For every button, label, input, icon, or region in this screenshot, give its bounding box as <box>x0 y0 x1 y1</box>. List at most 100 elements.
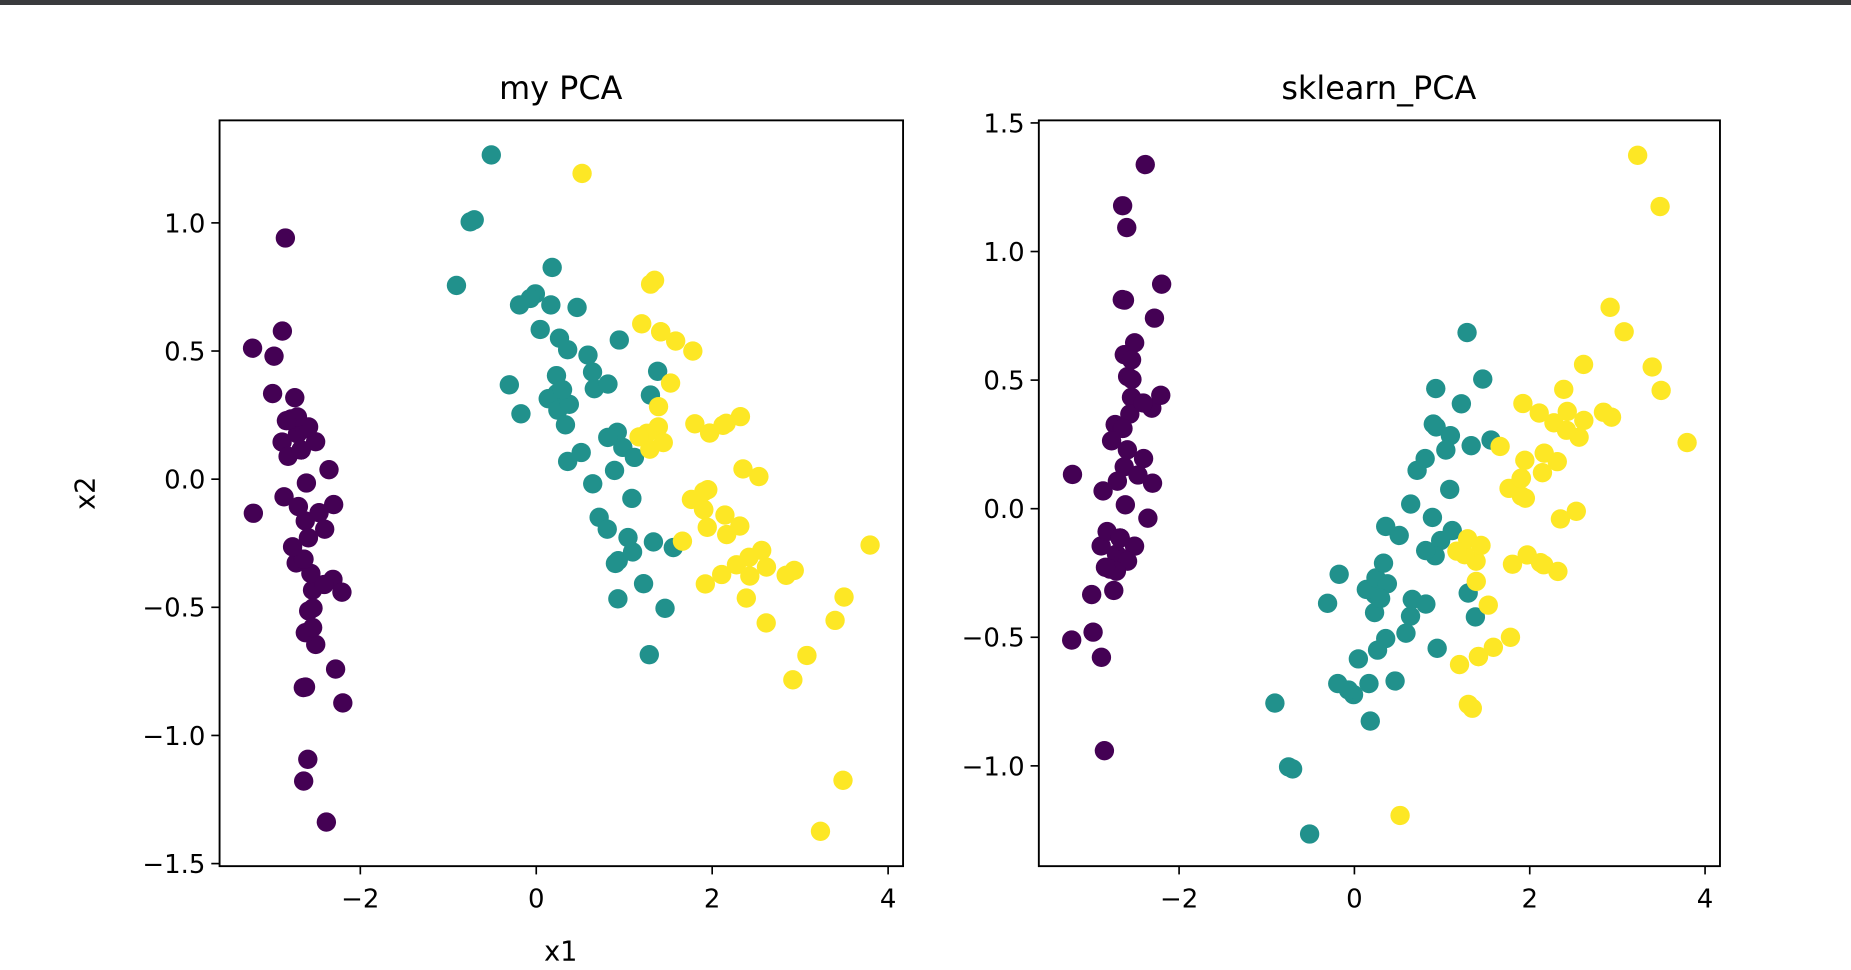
data-point <box>834 587 854 607</box>
data-point <box>1328 673 1348 694</box>
data-point <box>1282 759 1303 779</box>
x-tick-label: 2 <box>1521 884 1538 914</box>
data-point <box>1566 501 1586 521</box>
series-1 <box>1265 322 1501 844</box>
data-point <box>749 466 769 487</box>
data-point <box>1104 580 1124 601</box>
data-point <box>1427 638 1447 659</box>
data-point <box>1124 536 1145 556</box>
data-point <box>305 432 326 452</box>
data-point <box>1122 369 1142 390</box>
data-point <box>559 394 580 415</box>
plot-frame <box>1037 119 1721 868</box>
data-point <box>1415 448 1435 469</box>
data-point <box>511 404 531 424</box>
x-tick-label: 0 <box>528 884 545 914</box>
data-point <box>736 588 756 608</box>
data-point <box>1468 646 1489 667</box>
data-point <box>314 574 334 595</box>
data-point <box>1442 520 1462 541</box>
data-point <box>542 257 562 278</box>
data-point <box>776 565 796 585</box>
data-point <box>1473 369 1493 389</box>
data-point <box>833 770 853 790</box>
data-point <box>309 503 329 523</box>
data-point <box>1651 380 1671 401</box>
data-point <box>1377 574 1398 594</box>
data-point <box>648 396 669 417</box>
series-0 <box>1062 154 1172 761</box>
data-point <box>712 564 732 585</box>
data-point <box>1426 378 1446 399</box>
data-point <box>303 598 323 618</box>
data-point <box>1110 528 1130 548</box>
data-point <box>797 645 817 666</box>
y-tick-label: 1.5 <box>983 109 1024 139</box>
y-axis-label: x2 <box>70 477 101 510</box>
data-point <box>598 374 618 394</box>
data-point <box>1101 431 1122 451</box>
data-point <box>1416 540 1436 561</box>
data-point <box>1600 297 1620 318</box>
data-point <box>1360 711 1380 731</box>
data-point <box>1423 414 1443 434</box>
data-point <box>301 563 321 584</box>
data-point <box>647 361 668 381</box>
data-point <box>1440 479 1460 500</box>
data-point <box>557 451 578 472</box>
data-point <box>639 645 659 665</box>
data-point <box>1396 623 1416 643</box>
data-point <box>264 346 284 366</box>
data-point <box>756 557 777 577</box>
data-point <box>1133 393 1153 413</box>
data-point <box>733 459 753 479</box>
data-point <box>316 812 337 832</box>
data-point <box>1400 606 1421 626</box>
data-point <box>1556 420 1577 440</box>
data-point <box>282 537 303 557</box>
data-point <box>1142 473 1163 493</box>
data-point <box>464 210 484 230</box>
data-point <box>740 566 760 586</box>
data-point <box>715 505 735 525</box>
data-point <box>697 517 717 538</box>
data-point <box>302 617 323 638</box>
data-point <box>1650 196 1670 217</box>
series-2 <box>572 163 880 841</box>
data-point <box>1458 694 1479 715</box>
data-point <box>1299 824 1320 844</box>
data-point <box>274 487 294 507</box>
data-point <box>1490 436 1510 457</box>
data-point <box>660 373 681 393</box>
data-point <box>1573 354 1594 375</box>
data-point <box>629 427 649 447</box>
data-point <box>325 659 346 679</box>
data-point <box>1091 647 1112 668</box>
data-point <box>1642 357 1662 377</box>
data-point <box>572 163 592 184</box>
data-point <box>1107 471 1128 491</box>
data-point <box>1083 622 1103 642</box>
data-point <box>1529 403 1549 423</box>
data-point <box>1532 463 1553 483</box>
data-point <box>604 460 625 481</box>
data-point <box>825 610 845 631</box>
data-point <box>730 516 750 536</box>
y-tick-label: −1.0 <box>142 722 205 752</box>
data-point <box>285 387 305 408</box>
data-point <box>672 531 693 551</box>
data-point <box>1500 627 1521 647</box>
y-tick-label: −0.5 <box>962 624 1025 654</box>
data-point <box>1093 481 1113 501</box>
data-point <box>1465 607 1486 627</box>
data-point <box>1574 410 1594 431</box>
data-point <box>1151 385 1171 405</box>
data-point <box>1471 535 1491 556</box>
data-point <box>618 527 638 548</box>
data-point <box>860 535 880 555</box>
data-point <box>1461 436 1481 456</box>
data-point <box>323 494 344 515</box>
data-point <box>1376 516 1396 537</box>
y-tick-label: −0.5 <box>142 594 205 624</box>
